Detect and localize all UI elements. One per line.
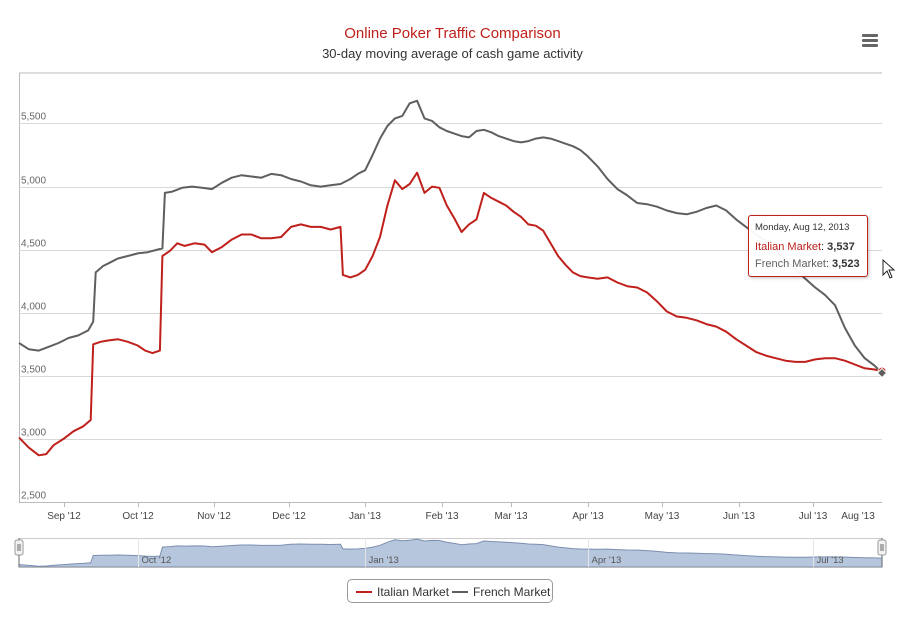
menu-icon-bar: [862, 34, 878, 37]
x-tick-label: Aug '13: [841, 511, 875, 522]
menu-icon-bar: [862, 44, 878, 47]
navigator-handle-left[interactable]: [14, 538, 24, 567]
y-tick-label: 4,000: [21, 302, 46, 313]
chart-subtitle: 30-day moving average of cash game activ…: [322, 46, 583, 61]
navigator-series-area: [18, 538, 883, 568]
series-line-italian: [18, 171, 883, 457]
legend-item-italian[interactable]: Italian Market: [356, 585, 449, 599]
navigator-label: Oct '12: [142, 555, 172, 566]
tooltip-value: 3,537: [827, 241, 855, 253]
navigator-handle-grip: [877, 539, 887, 556]
x-tick-label: Sep '12: [47, 511, 81, 522]
x-tick-label: Apr '13: [572, 511, 604, 522]
x-tick-label: Jan '13: [349, 511, 381, 522]
x-tick-label: Oct '12: [122, 511, 154, 522]
legend-item-french[interactable]: French Market: [452, 585, 550, 599]
mouse-cursor-icon: [882, 259, 896, 279]
chart-title: Online Poker Traffic Comparison: [344, 25, 561, 42]
menu-icon-bar: [862, 39, 878, 42]
tooltip-row-italian: Italian Market: 3,537: [755, 241, 855, 253]
y-tick-label: 2,500: [21, 491, 46, 502]
navigator-handle-grip: [14, 539, 24, 556]
x-tick-label: Mar '13: [494, 511, 527, 522]
x-tick-label: May '13: [645, 511, 680, 522]
y-tick-label: 4,500: [21, 239, 46, 250]
legend-line-icon: [452, 590, 468, 593]
y-tick-label: 3,000: [21, 428, 46, 439]
x-tick-label: Feb '13: [425, 511, 458, 522]
x-tick-label: Jul '13: [799, 511, 828, 522]
tooltip-series-name: Italian Market: [755, 241, 822, 253]
y-tick-label: 5,500: [21, 112, 46, 123]
navigator-label: Apr '13: [592, 555, 622, 566]
y-tick-label: 3,500: [21, 365, 46, 376]
legend-line-icon: [356, 590, 372, 593]
tooltip-value: 3,523: [832, 258, 860, 270]
navigator-handle-right[interactable]: [877, 538, 887, 567]
tooltip-row-french: French Market: 3,523: [755, 258, 860, 270]
legend: Italian Market French Market: [347, 579, 553, 603]
hover-marker-french: [876, 367, 888, 379]
y-tick-label: 5,000: [21, 176, 46, 187]
series-line-french: [18, 99, 883, 374]
x-tick-label: Nov '12: [197, 511, 231, 522]
tooltip: Monday, Aug 12, 2013 Italian Market: 3,5…: [748, 215, 868, 277]
legend-label: Italian Market: [377, 585, 450, 599]
tooltip-series-name: French Market: [755, 258, 826, 270]
context-menu-button[interactable]: [858, 30, 882, 50]
legend-label: French Market: [473, 585, 551, 599]
x-tick-label: Dec '12: [272, 511, 306, 522]
x-tick-label: Jun '13: [723, 511, 755, 522]
navigator-label: Jan '13: [369, 555, 399, 566]
tooltip-date: Monday, Aug 12, 2013: [755, 222, 850, 233]
navigator-label: Jul '13: [817, 555, 844, 566]
